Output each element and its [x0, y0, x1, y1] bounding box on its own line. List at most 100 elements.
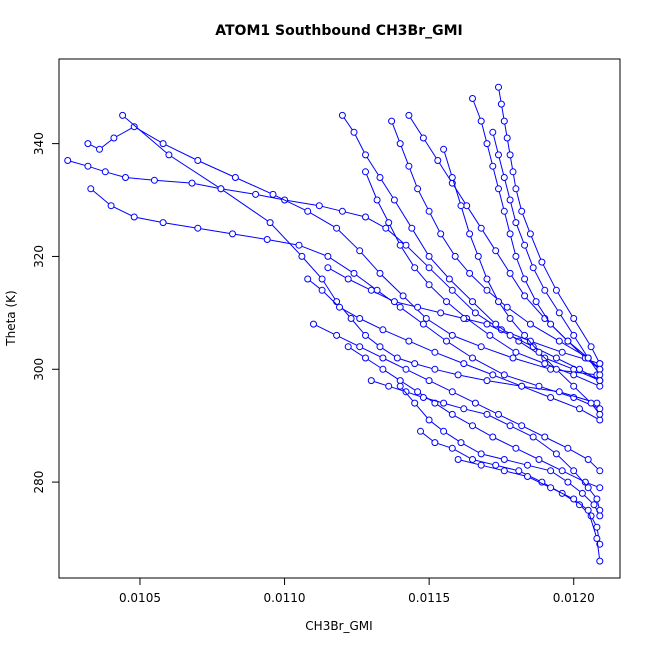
data-point [492, 461, 500, 469]
data-point [310, 320, 317, 328]
data-point [521, 275, 529, 283]
data-point [506, 331, 514, 339]
data-point [529, 343, 537, 351]
data-point [425, 416, 433, 424]
data-point [596, 371, 604, 379]
data-point [587, 399, 595, 407]
data-point [338, 207, 346, 215]
data-point [483, 286, 491, 294]
data-point [419, 320, 427, 328]
data-point [393, 354, 401, 362]
data-point [448, 286, 456, 294]
data-point [463, 202, 471, 210]
data-point [388, 117, 396, 125]
data-point [471, 399, 479, 407]
data-point [448, 388, 456, 396]
data-point [570, 331, 578, 339]
data-point [336, 303, 343, 311]
data-point [84, 162, 92, 170]
data-point [362, 168, 369, 176]
data-point [411, 264, 419, 272]
x-tick-label: 0.0105 [119, 591, 161, 605]
data-point [526, 230, 534, 238]
data-point [466, 230, 474, 238]
data-point [506, 196, 514, 204]
data-point [506, 230, 514, 238]
data-point [506, 151, 514, 159]
data-point [356, 343, 364, 351]
data-point [457, 202, 465, 210]
data-point [414, 185, 422, 193]
data-point [483, 320, 491, 328]
series-line [443, 149, 601, 415]
series-line [492, 132, 601, 376]
data-point [87, 185, 95, 193]
data-point [558, 348, 566, 356]
data-point [445, 275, 453, 283]
data-point [576, 365, 583, 373]
data-point [119, 111, 127, 119]
data-point [547, 394, 555, 401]
data-point [541, 433, 549, 441]
data-point [437, 230, 445, 238]
data-point [512, 252, 520, 260]
data-point [570, 467, 578, 475]
data-point [425, 207, 433, 215]
data-point [500, 456, 508, 463]
data-point [396, 140, 404, 148]
data-point [159, 219, 167, 227]
data-point [596, 512, 604, 520]
x-axis-label: CH3Br_GMI [305, 619, 372, 633]
data-point [483, 377, 491, 385]
data-point [448, 331, 456, 339]
data-point [344, 343, 352, 351]
data-point [477, 450, 485, 458]
data-point [347, 315, 355, 322]
y-tick-label: 280 [32, 471, 46, 494]
data-point [564, 337, 572, 345]
data-point [440, 145, 448, 153]
data-point [581, 478, 589, 486]
x-tick-label: 0.0120 [553, 591, 595, 605]
data-point [570, 382, 578, 390]
data-point [460, 315, 468, 322]
data-point [457, 439, 465, 447]
data-point [500, 117, 508, 125]
chart-title: ATOM1 Southbound CH3Br_GMI [215, 23, 462, 39]
data-point [518, 207, 526, 215]
data-point [159, 140, 167, 148]
data-point [503, 303, 511, 311]
data-point [440, 399, 448, 407]
data-point [362, 331, 369, 339]
data-point [269, 190, 277, 198]
data-point [506, 269, 514, 277]
data-point [422, 315, 430, 322]
data-point [362, 213, 369, 221]
data-point [425, 281, 433, 289]
data-point [402, 365, 410, 373]
data-point [231, 174, 239, 181]
data-point [547, 484, 555, 492]
data-point [495, 151, 502, 159]
data-point [390, 196, 398, 204]
data-point [492, 320, 500, 328]
data-point [483, 140, 491, 148]
data-point [524, 461, 531, 469]
data-point [489, 162, 497, 170]
data-point [399, 292, 407, 300]
data-point [440, 427, 448, 435]
data-point [518, 422, 526, 430]
data-point [512, 219, 520, 227]
data-point [165, 151, 173, 159]
data-point [434, 157, 442, 164]
data-point [448, 444, 456, 452]
data-point [385, 219, 393, 227]
data-point [344, 275, 352, 283]
data-point [414, 303, 422, 311]
data-point [350, 128, 358, 136]
data-point [295, 241, 303, 249]
data-point [471, 309, 479, 317]
data-point [304, 207, 312, 215]
data-point [584, 456, 592, 463]
